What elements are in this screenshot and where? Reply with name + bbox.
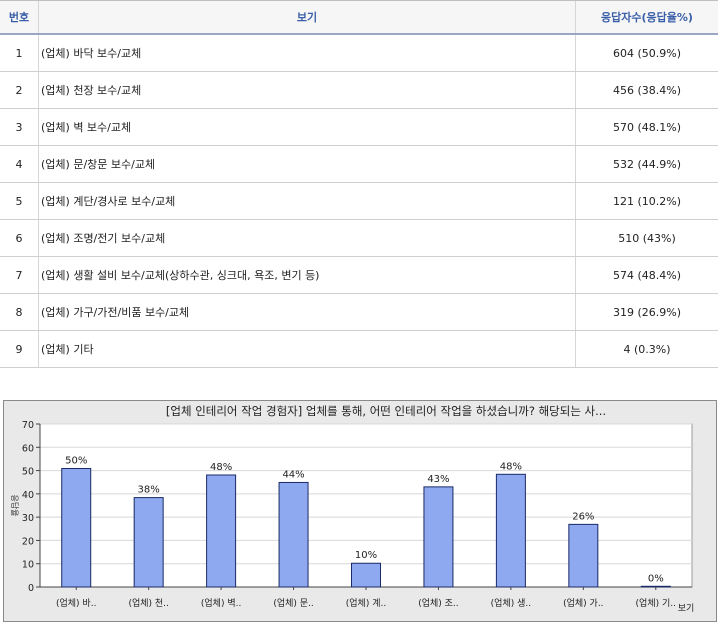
bar-value-label: 48% <box>500 461 522 472</box>
row-count: 570 (48.1%) <box>575 108 718 146</box>
table-row: 6 (업체) 조명/전기 보수/교체 510 (43%) <box>0 219 718 257</box>
y-tick-label: 60 <box>22 443 34 454</box>
row-number: 9 <box>0 330 39 368</box>
response-table: 번호 보기 응답자수(응답율%) 1 (업체) 바닥 보수/교체 604 (50.9… <box>0 0 718 368</box>
table-header-row: 번호 보기 응답자수(응답율%) <box>0 0 718 35</box>
row-option: (업체) 벽 보수/교체 <box>38 108 576 146</box>
x-tick-label: (업체) 계.. <box>346 597 386 609</box>
bar <box>640 585 671 588</box>
x-tick-label: (업체) 가.. <box>563 598 603 609</box>
y-tick-label: 20 <box>22 536 34 547</box>
y-tick-label: 0 <box>28 583 34 594</box>
row-option: (업체) 계단/경사로 보수/교체 <box>38 182 576 220</box>
table-row: 3 (업체) 벽 보수/교체 570 (48.1%) <box>0 108 718 146</box>
row-option: (업체) 천장 보수/교체 <box>38 71 576 109</box>
row-number: 1 <box>0 34 39 72</box>
row-option: (업체) 기타 <box>38 330 576 368</box>
table-row: 7 (업체) 생활 설비 보수/교체(상하수관, 싱크대, 욕조, 변기 등) 57… <box>0 256 718 294</box>
bar <box>495 473 526 588</box>
x-tick-label: (업체) 바.. <box>56 598 96 609</box>
row-option: (업체) 조명/전기 보수/교체 <box>38 219 576 257</box>
x-tick-label: (업체) 문.. <box>273 598 313 609</box>
chart-title: [업체 인테리어 작업 경험자] 업체를 통해, 어떤 인테리어 작업을 하셨습… <box>166 404 606 418</box>
row-number: 6 <box>0 219 39 257</box>
row-count: 4 (0.3%) <box>575 330 718 368</box>
header-count: 응답자수(응답율%) <box>575 0 718 35</box>
row-count: 319 (26.9%) <box>575 293 718 331</box>
bar-value-label: 26% <box>572 511 594 522</box>
bar-value-label: 38% <box>138 485 160 496</box>
table-body: 1 (업체) 바닥 보수/교체 604 (50.9%) 2 (업체) 천장 보수/교체 4… <box>0 34 718 368</box>
x-axis-label: 보기 <box>678 603 695 614</box>
y-tick-label: 10 <box>22 560 34 571</box>
row-option: (업체) 가구/가전/비품 보수/교체 <box>38 293 576 331</box>
row-count: 604 (50.9%) <box>575 34 718 72</box>
table-row: 2 (업체) 천장 보수/교체 456 (38.4%) <box>0 71 718 109</box>
bar <box>278 481 309 588</box>
row-count: 121 (10.2%) <box>575 182 718 220</box>
x-tick-label: (업체) 벽.. <box>201 598 241 609</box>
bar <box>423 486 454 588</box>
row-option: (업체) 바닥 보수/교체 <box>38 34 576 72</box>
bar <box>61 467 92 588</box>
row-number: 5 <box>0 182 39 220</box>
table-row: 1 (업체) 바닥 보수/교체 604 (50.9%) <box>0 34 718 72</box>
row-option: (업체) 문/창문 보수/교체 <box>38 145 576 183</box>
y-tick-label: 50 <box>22 467 34 478</box>
table-row: 4 (업체) 문/창문 보수/교체 532 (44.9%) <box>0 145 718 183</box>
y-tick-label: 30 <box>22 513 34 524</box>
bar-value-label: 50% <box>65 455 87 466</box>
bar-value-label: 48% <box>210 462 232 473</box>
row-number: 4 <box>0 145 39 183</box>
bar-chart-panel: [업체 인테리어 작업 경험자] 업체를 통해, 어떤 인테리어 작업을 하셨습… <box>3 400 717 622</box>
bar-value-label: 0% <box>648 573 664 584</box>
table-row: 8 (업체) 가구/가전/비품 보수/교체 319 (26.9%) <box>0 293 718 331</box>
y-tick-label: 70 <box>22 420 34 431</box>
row-number: 3 <box>0 108 39 146</box>
bar <box>133 497 164 588</box>
row-number: 7 <box>0 256 39 294</box>
row-option: (업체) 생활 설비 보수/교체(상하수관, 싱크대, 욕조, 변기 등) <box>38 256 576 294</box>
x-tick-label: (업체) 생.. <box>491 598 531 609</box>
row-count: 456 (38.4%) <box>575 71 718 109</box>
bar <box>351 562 381 588</box>
row-count: 510 (43%) <box>575 219 718 257</box>
table-row: 5 (업체) 계단/경사로 보수/교체 121 (10.2%) <box>0 182 718 220</box>
bar <box>206 474 237 588</box>
y-tick-label: 40 <box>22 490 34 501</box>
y-axis-label: 응답율 <box>10 494 20 516</box>
header-option: 보기 <box>38 0 576 35</box>
header-no: 번호 <box>0 0 39 35</box>
bar <box>568 523 599 588</box>
row-count: 574 (48.4%) <box>575 256 718 294</box>
table-row: 9 (업체) 기타 4 (0.3%) <box>0 330 718 368</box>
row-count: 532 (44.9%) <box>575 145 718 183</box>
bar-chart: [업체 인테리어 작업 경험자] 업체를 통해, 어떤 인테리어 작업을 하셨습… <box>10 404 695 614</box>
row-number: 2 <box>0 71 39 109</box>
bar-value-label: 10% <box>355 550 377 561</box>
row-number: 8 <box>0 293 39 331</box>
bar-value-label: 43% <box>427 474 449 485</box>
x-tick-label: (업체) 기.. <box>636 598 676 609</box>
bar-value-label: 44% <box>282 469 304 480</box>
x-tick-label: (업체) 천.. <box>128 598 168 609</box>
x-tick-label: (업체) 조.. <box>418 598 458 609</box>
